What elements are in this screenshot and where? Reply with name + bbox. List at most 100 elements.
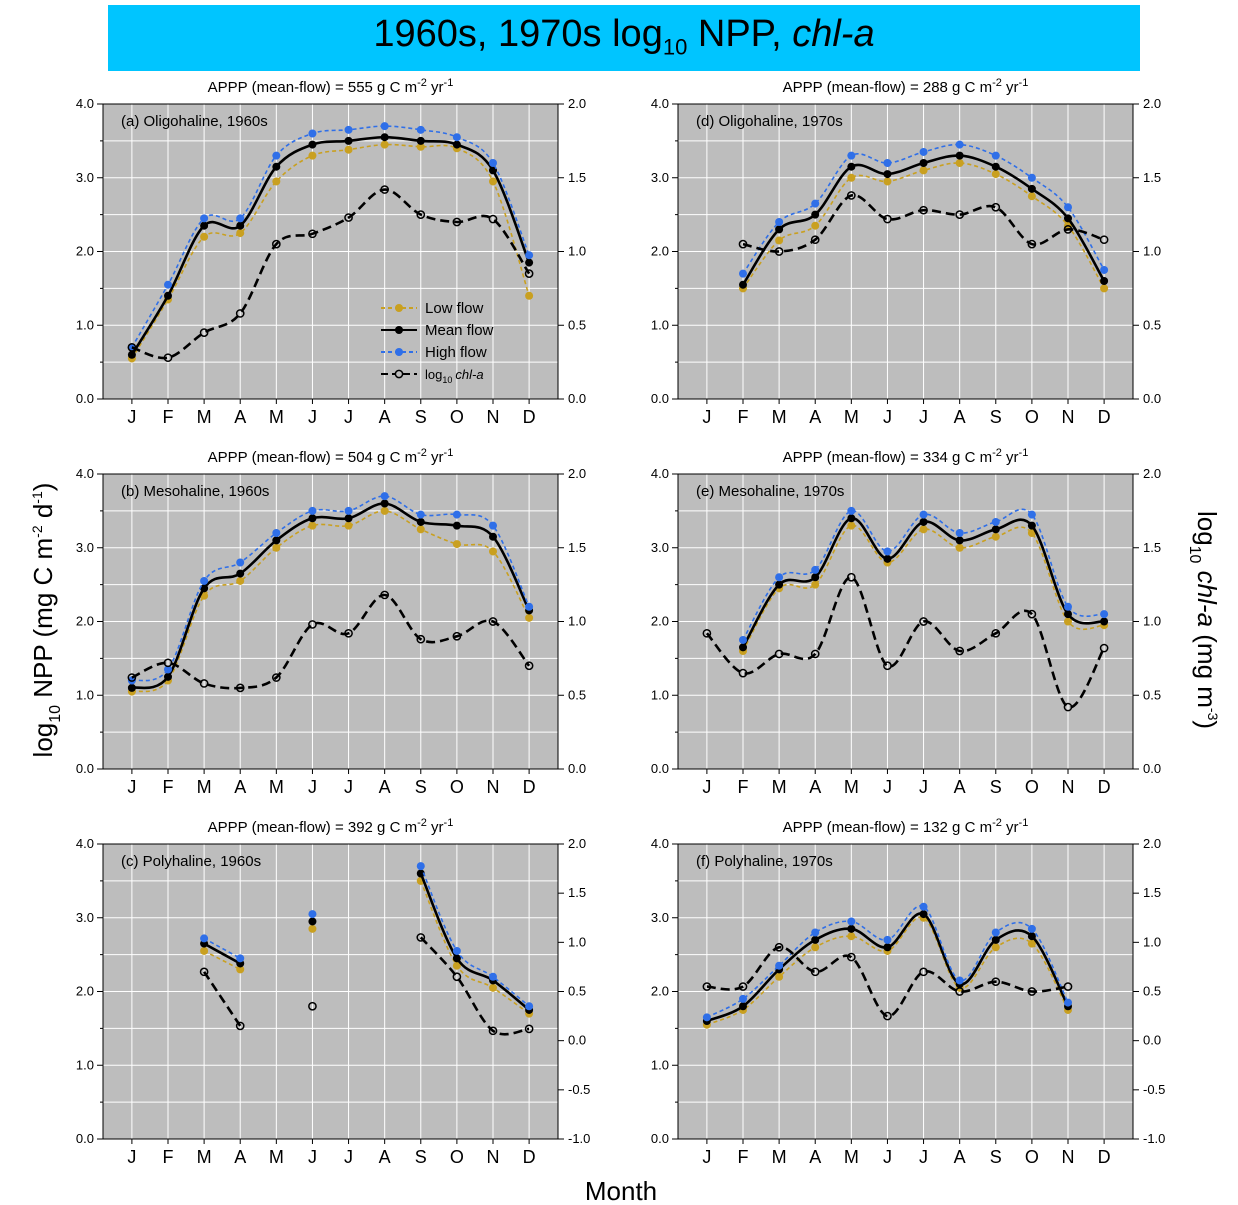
point-mean-flow (1064, 610, 1072, 619)
legend-label-low: Low flow (425, 300, 484, 317)
y-left-tick-label: 3.0 (651, 540, 669, 555)
point-high-flow (344, 125, 353, 134)
month-tick-label: M (197, 777, 212, 797)
point-high-flow (775, 961, 784, 970)
chl-a-point (344, 213, 353, 222)
chl-a-point (955, 210, 965, 219)
month-tick-label: A (954, 777, 966, 797)
point-mean-flow (847, 162, 856, 171)
point-high-flow (236, 214, 245, 223)
title-banner: 1960s, 1970s log10 NPP, chl-a (108, 5, 1140, 71)
point-low-flow (1100, 284, 1109, 293)
point-low-flow (272, 177, 281, 186)
panel-label: (b) Mesohaline, 1960s (121, 483, 269, 500)
chl-a-point (1099, 643, 1109, 653)
point-mean-flow (775, 580, 784, 589)
point-high-flow (525, 251, 534, 260)
chl-a-point (1063, 982, 1073, 991)
month-tick-label: M (772, 1147, 787, 1167)
point-low-flow (1027, 939, 1036, 948)
panel-1: J F M A M J J A S O N D 0.0 1.0 2.0 3.0 4.0 0.0 0.5 1.0 1.5 2… (76, 77, 586, 427)
legend-label-chl: log10 chl-a (425, 367, 484, 385)
point-high-flow (1027, 924, 1036, 933)
chl-a-point (127, 343, 137, 352)
y-right-tick-label: 1.5 (568, 170, 586, 185)
point-high-flow (955, 529, 964, 537)
legend-label-mean: Mean flow (425, 322, 494, 339)
month-tick-label: J (919, 777, 928, 797)
point-high-flow (955, 976, 964, 985)
series-line-chl-a (131, 593, 531, 690)
y-right-tick-label: 0.0 (568, 761, 586, 776)
point-high-flow (380, 492, 389, 501)
chl-a-point (271, 673, 281, 682)
month-tick-label: F (738, 1147, 749, 1167)
panel-appp-title: APPP (mean-flow) = 132 g C m-2 yr-1 (783, 817, 1029, 836)
month-tick-label: F (738, 407, 749, 427)
point-high-flow (1100, 610, 1109, 619)
point-high-flow (883, 159, 892, 167)
month-tick-label: S (415, 407, 427, 427)
y-right-tick-label: 2.0 (568, 836, 586, 851)
chl-a-point (919, 617, 928, 626)
month-tick-label: D (523, 407, 536, 427)
appp-text: APPP (mean-flow) = 334 g C m (783, 449, 992, 466)
point-mean-flow (1064, 214, 1072, 223)
point-high-flow (525, 1002, 534, 1011)
month-tick-label: A (234, 777, 246, 797)
month-tick-label: M (844, 777, 859, 797)
legend-marker-high (395, 348, 403, 356)
point-low-flow (344, 521, 353, 530)
chl-a-point (235, 309, 245, 318)
point-mean-flow (811, 210, 820, 219)
month-tick-label: J (702, 1147, 711, 1167)
point-low-flow (991, 532, 1000, 541)
point-mean-flow (1027, 184, 1036, 193)
point-mean-flow (883, 943, 892, 952)
appp-text: yr (427, 819, 444, 836)
series-line-mean-flow (130, 135, 531, 356)
month-tick-label: S (990, 407, 1002, 427)
y-right-tick-label: 1.0 (1143, 244, 1161, 259)
chl-a-point (308, 229, 317, 239)
point-low-flow (847, 173, 856, 182)
point-mean-flow (344, 514, 353, 523)
appp-text: yr (1002, 449, 1019, 466)
point-mean-flow (344, 136, 353, 145)
point-high-flow (919, 147, 928, 156)
series-line-high-flow (131, 125, 530, 348)
y-right-tick-label: 2.0 (1143, 466, 1161, 481)
appp-sup: -2 (992, 77, 1002, 89)
y-left-tick-label: 4.0 (651, 96, 669, 111)
point-high-flow (847, 506, 856, 515)
figure-title: 1960s, 1970s log10 NPP, chl-a (108, 13, 1140, 61)
point-low-flow (955, 543, 964, 552)
y-right-tick-label: 0.5 (568, 317, 586, 332)
panel-label: (f) Polyhaline, 1970s (696, 853, 833, 870)
point-mean-flow (1027, 932, 1036, 941)
point-low-flow (308, 521, 317, 530)
series-line-chl-a (131, 188, 531, 360)
series-line-low-flow (742, 524, 1105, 652)
point-high-flow (739, 635, 747, 644)
chl-a-point (810, 235, 820, 245)
point-mean-flow (416, 136, 425, 145)
month-tick-label: J (344, 1147, 353, 1167)
month-tick-label: A (379, 1147, 391, 1167)
y-right-tick-label: -1.0 (568, 1131, 590, 1146)
y-left-tick-label: 3.0 (76, 170, 94, 185)
legend-marker-low (395, 304, 403, 312)
month-tick-label: J (308, 777, 317, 797)
point-low-flow (525, 613, 534, 622)
point-high-flow (1064, 602, 1072, 611)
month-tick-label: A (809, 1147, 821, 1167)
y-right-tick-label: 1.5 (1143, 170, 1161, 185)
point-high-flow (775, 573, 784, 582)
y-left-tick-label: 4.0 (76, 836, 94, 851)
point-high-flow (811, 928, 820, 937)
y-left-tick-label: 0.0 (651, 761, 669, 776)
point-low-flow (344, 145, 353, 154)
y-left-tick-label: 1.0 (76, 1057, 94, 1072)
month-tick-label: J (344, 407, 353, 427)
